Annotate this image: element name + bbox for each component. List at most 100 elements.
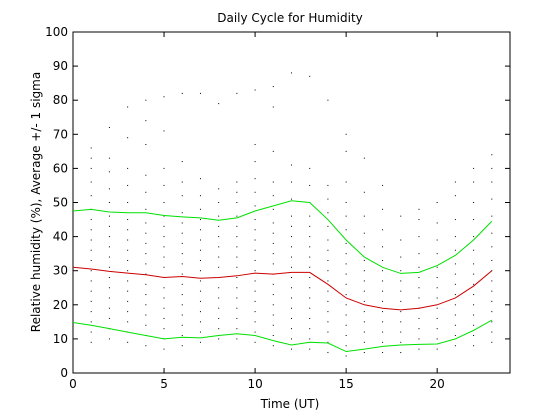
scatter-point — [254, 311, 256, 313]
scatter-point — [181, 232, 183, 234]
scatter-point — [108, 297, 110, 299]
scatter-point — [345, 304, 347, 306]
series-line-0 — [72, 266, 493, 311]
scatter-point — [291, 72, 292, 74]
scatter-point — [163, 215, 165, 217]
scatter-point — [400, 331, 402, 333]
scatter-point — [163, 167, 165, 169]
scatter-point — [291, 181, 292, 183]
scatter-point — [72, 246, 74, 248]
scatter-point — [236, 277, 238, 279]
scatter-point — [163, 297, 165, 299]
scatter-point — [254, 178, 256, 180]
scatter-point — [108, 277, 110, 279]
scatter-point — [236, 225, 238, 227]
scatter-point — [254, 290, 256, 292]
scatter-point — [272, 283, 274, 285]
scatter-point — [491, 311, 493, 313]
scatter-point — [327, 280, 329, 282]
scatter-point — [163, 202, 165, 203]
scatter-point — [454, 345, 456, 347]
scatter-point — [418, 348, 420, 350]
scatter-point — [454, 236, 456, 238]
scatter-point — [181, 273, 183, 275]
scatter-point — [108, 215, 110, 217]
scatter-point — [108, 236, 110, 238]
series-line-1 — [72, 200, 493, 274]
scatter-point — [309, 317, 311, 319]
scatter-point — [400, 341, 402, 343]
scatter-point — [327, 290, 329, 292]
scatter-point — [108, 225, 110, 227]
scatter-point — [363, 280, 365, 282]
scatter-point — [108, 246, 110, 248]
scatter-point — [382, 270, 384, 272]
scatter-point — [236, 92, 238, 94]
scatter-point — [491, 215, 493, 217]
scatter-point — [72, 259, 74, 261]
scatter-point — [491, 321, 493, 323]
scatter-point — [218, 287, 220, 289]
scatter-point — [236, 297, 238, 299]
scatter-point — [345, 355, 347, 357]
scatter-point — [309, 246, 311, 248]
scatter-point — [108, 171, 110, 173]
scatter-point — [473, 324, 475, 326]
scatter-point — [145, 191, 147, 193]
scatter-point — [108, 188, 110, 190]
scatter-point — [327, 331, 329, 333]
scatter-point — [491, 246, 493, 248]
chart-title: Daily Cycle for Humidity — [217, 11, 363, 25]
scatter-point — [127, 184, 129, 186]
scatter-point — [218, 307, 220, 309]
scatter-point — [327, 184, 329, 186]
scatter-point — [218, 256, 220, 258]
scatter-point — [72, 232, 74, 234]
scatter-point — [108, 338, 110, 340]
y-axis: 0 10 20 30 40 50 60 70 80 90 100 — [45, 25, 510, 380]
scatter-point — [127, 202, 129, 203]
scatter-point — [145, 174, 147, 176]
scatter-point — [163, 184, 165, 186]
scatter-point — [473, 304, 475, 306]
scatter-point — [309, 297, 311, 299]
series-line-2 — [72, 319, 493, 353]
scatter-point — [491, 259, 493, 261]
scatter-point — [327, 321, 329, 323]
scatter-point — [418, 253, 420, 255]
scatter-point — [345, 294, 347, 296]
scatter-point — [90, 157, 92, 159]
scatter-point — [90, 167, 92, 169]
scatter-point — [163, 328, 165, 330]
scatter-point — [163, 307, 165, 309]
scatter-point — [127, 280, 129, 282]
scatter-point — [181, 181, 183, 183]
scatter-point — [163, 130, 165, 132]
scatter-point — [272, 294, 274, 296]
scatter-point — [127, 229, 129, 231]
scatter-point — [473, 167, 475, 169]
scatter-point — [272, 324, 274, 326]
scatter-point — [272, 222, 274, 224]
scatter-point — [90, 290, 92, 292]
scatter-point — [145, 304, 147, 306]
scatter-point — [199, 219, 201, 221]
scatter-point — [90, 311, 92, 313]
scatter-point — [108, 202, 110, 203]
scatter-point — [199, 92, 201, 94]
scatter-point — [327, 249, 329, 251]
scatter-point — [491, 198, 493, 200]
scatter-point — [345, 334, 347, 336]
scatter-point — [145, 120, 147, 122]
scatter-point — [363, 191, 365, 193]
scatter-point — [363, 232, 365, 234]
scatter-point — [145, 324, 147, 326]
scatter-point — [236, 256, 238, 258]
scatter-point — [236, 338, 238, 340]
scatter-point — [181, 242, 183, 244]
scatter-point — [199, 239, 201, 241]
scatter-point — [291, 225, 292, 227]
scatter-point — [218, 215, 220, 217]
scatter-point — [145, 345, 147, 347]
scatter-point — [309, 167, 311, 169]
